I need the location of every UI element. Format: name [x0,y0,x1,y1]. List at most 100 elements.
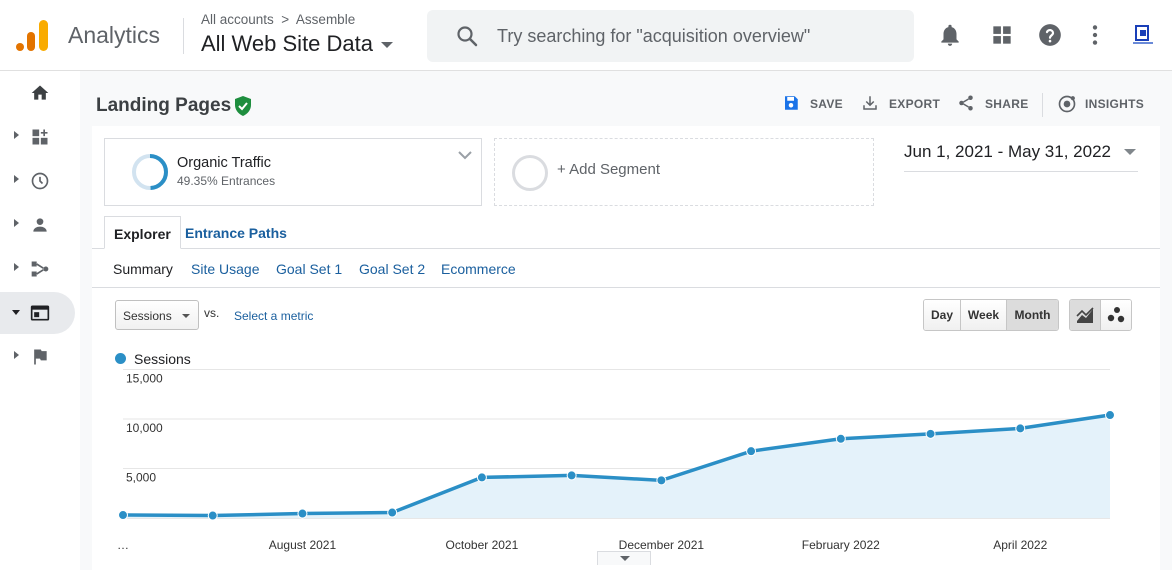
add-segment-label: + Add Segment [557,161,660,178]
add-segment-ring-icon [512,155,548,191]
header-divider [183,18,184,54]
data-point[interactable] [925,428,936,439]
x-tick-label: … [117,538,129,552]
day-button[interactable]: Day [924,300,961,330]
search-icon [457,26,478,47]
search-input[interactable] [497,20,897,52]
subtab-goal-set-2[interactable]: Goal Set 2 [359,261,426,277]
analytics-logo-icon[interactable] [16,20,50,52]
tab-explorer[interactable]: Explorer [104,216,181,249]
tab-entrance-paths[interactable]: Entrance Paths [185,225,287,241]
page-title: Landing Pages [96,95,232,116]
acquisition-icon [31,261,49,277]
sidebar-nav [0,71,80,570]
sidebar-item-behavior[interactable] [0,292,75,334]
main-content: Landing Pages SAVE EXPORT SHARE INSIGHTS… [80,71,1172,570]
data-point[interactable] [297,508,308,519]
sidebar-item-audience[interactable] [0,204,75,246]
subtab-site-usage[interactable]: Site Usage [191,261,260,277]
chevron-down-icon[interactable] [457,149,473,161]
property-name: All Web Site Data [201,31,374,56]
line-chart-button[interactable] [1070,300,1101,330]
flag-icon [34,349,47,365]
subtab-goal-set-1[interactable]: Goal Set 1 [276,261,343,277]
data-point[interactable] [1105,410,1115,421]
top-bar: Analytics All accounts > Assemble All We… [0,0,1172,71]
bubble-chart-icon [1107,307,1125,323]
select-metric-link[interactable]: Select a metric [234,309,314,323]
data-point[interactable] [387,507,398,518]
metric-selected: Sessions [123,309,172,323]
chevron-down-icon [381,42,394,49]
data-point[interactable] [207,510,218,521]
expand-arrow-icon [14,351,19,359]
y-tick-label: 10,000 [126,421,163,435]
sessions-area-fill [123,415,1110,518]
breadcrumb[interactable]: All accounts > Assemble [201,12,356,27]
subtab-ecommerce[interactable]: Ecommerce [441,261,516,277]
x-tick-label: December 2021 [619,538,705,552]
segment-name: Organic Traffic [177,155,272,171]
sidebar-item-acquisition[interactable] [0,248,75,290]
legend-sessions-dot [115,353,126,364]
explorer-subtabs: Summary Site Usage Goal Set 1 Goal Set 2… [92,249,1160,288]
chevron-down-icon [1124,149,1136,155]
export-icon [863,96,877,110]
chart-type-toggle [1069,299,1132,331]
sidebar-item-customization[interactable] [0,116,75,158]
person-icon [33,218,47,232]
week-button[interactable]: Week [961,300,1007,330]
app-name: Analytics [68,22,161,48]
chart-expand-tab[interactable] [597,551,651,565]
sessions-area-chart: 15,000 10,000 5,000 … August 2021 October 202… [117,369,1115,552]
sessions-series-line [122,413,1111,518]
expand-arrow-icon [14,175,19,183]
insights-label: INSIGHTS [1085,97,1145,111]
sidebar-item-conversions[interactable] [0,336,75,378]
sidebar-item-realtime[interactable] [0,160,75,202]
data-point[interactable] [118,510,128,521]
property-selector[interactable]: All Web Site Data [201,31,394,57]
expand-arrow-icon [14,131,19,139]
behavior-window-icon [30,305,50,321]
expand-arrow-icon [14,219,19,227]
subtab-summary[interactable]: Summary [113,261,173,277]
report-card: Organic Traffic 49.35% Entrances + Add S… [92,126,1160,570]
metric-dropdown[interactable]: Sessions [115,300,199,330]
data-point[interactable] [746,446,757,457]
data-point[interactable] [476,472,487,483]
y-tick-label: 5,000 [126,471,156,485]
report-tabs: Explorer Entrance Paths [92,216,1160,249]
legend-sessions-label: Sessions [134,351,191,367]
more-vert-icon[interactable] [1082,22,1108,48]
export-label: EXPORT [889,97,941,111]
clock-icon [31,172,49,190]
add-segment-button[interactable]: + Add Segment [494,138,874,206]
save-icon [785,96,798,110]
account-avatar-icon[interactable] [1130,22,1156,48]
expand-arrow-icon [14,263,19,271]
x-tick-label: August 2021 [269,538,337,552]
motion-chart-button[interactable] [1101,300,1131,330]
chevron-down-icon [182,314,190,318]
date-range-picker[interactable]: Jun 1, 2021 - May 31, 2022 [904,142,1138,172]
segment-detail: 49.35% Entrances [177,174,276,188]
notifications-icon[interactable] [937,22,963,48]
data-point[interactable] [1015,423,1026,434]
collapse-arrow-icon [12,310,20,315]
sidebar-item-home[interactable] [0,72,75,114]
x-tick-label: October 2021 [446,538,519,552]
x-tick-label: February 2022 [802,538,880,552]
segment-organic-traffic[interactable]: Organic Traffic 49.35% Entrances [104,138,482,206]
dashboard-add-icon [32,129,48,145]
y-tick-label: 15,000 [126,372,163,386]
data-point[interactable] [656,475,667,486]
date-range-value: Jun 1, 2021 - May 31, 2022 [904,142,1111,161]
granularity-toggle: Day Week Month [923,299,1059,331]
help-icon[interactable] [1037,22,1063,48]
data-point[interactable] [566,470,577,481]
month-button[interactable]: Month [1007,300,1058,330]
search-box[interactable] [427,10,914,62]
apps-grid-icon[interactable] [989,22,1015,48]
data-point[interactable] [835,433,846,444]
